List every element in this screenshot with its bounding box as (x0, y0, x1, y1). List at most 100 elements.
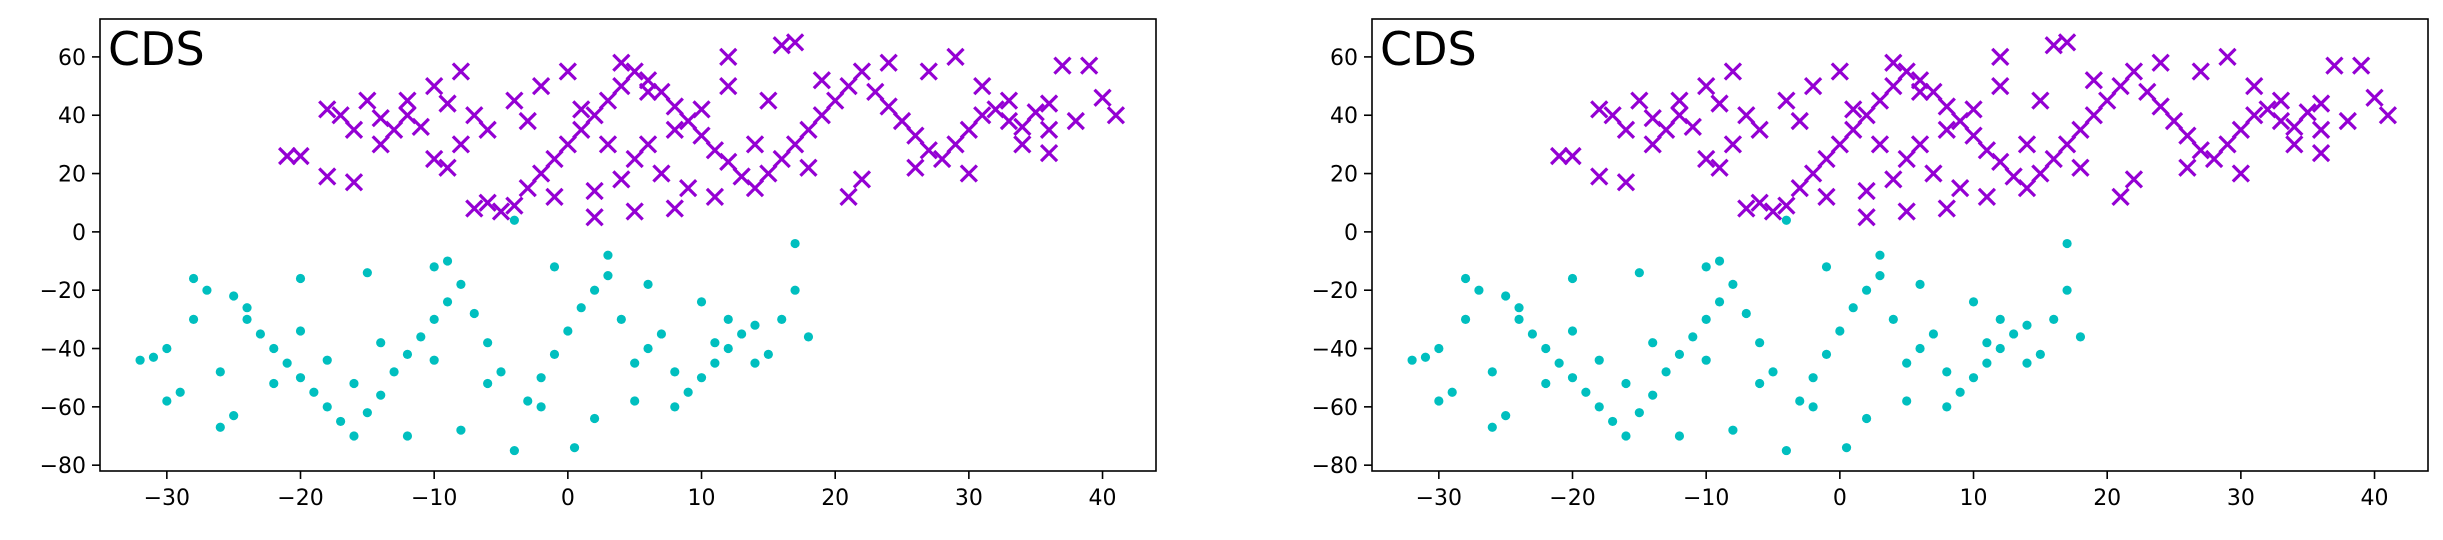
data-point-dot (1808, 373, 1818, 383)
data-point-x (638, 135, 658, 154)
data-point-dot (1621, 378, 1631, 389)
x-tick-label: 10 (688, 486, 716, 511)
data-point-x (2151, 53, 2170, 72)
data-point-x (1870, 91, 1890, 110)
data-point-x (1630, 91, 1649, 110)
data-point-x (572, 100, 591, 119)
data-point-dot (295, 373, 306, 383)
series-1 (1550, 33, 2398, 227)
data-point-dot (376, 390, 386, 400)
data-point-x (1737, 199, 1756, 218)
data-point-x (2218, 47, 2237, 67)
data-point-x (1039, 94, 1059, 113)
data-point-dot (1608, 416, 1618, 427)
data-point-x (1803, 76, 1823, 96)
data-point-x (2071, 158, 2090, 177)
data-point-dot (536, 402, 546, 412)
data-point-dot (710, 338, 720, 348)
data-point-dot (549, 262, 560, 272)
data-point-x (465, 199, 484, 218)
data-point-x (2378, 106, 2398, 125)
data-point-x (959, 164, 978, 183)
data-point-dot (269, 343, 279, 354)
data-point-x (785, 33, 805, 52)
data-point-dot (322, 402, 332, 412)
data-point-x (852, 170, 872, 189)
data-point-dot (496, 367, 506, 377)
y-tick-label: 0 (72, 221, 86, 246)
data-point-dot (442, 256, 453, 266)
data-point-dot (630, 358, 640, 368)
data-point-x (665, 97, 684, 116)
data-point-x (1937, 120, 1956, 139)
data-point-x (2231, 120, 2250, 139)
data-point-x (906, 126, 925, 145)
data-point-dot (777, 314, 787, 324)
data-point-dot (1875, 271, 1885, 281)
data-point-dot (803, 332, 814, 342)
data-point-x (2111, 76, 2130, 96)
data-point-x (598, 135, 618, 154)
data-point-dot (1407, 355, 1417, 365)
data-point-x (2124, 170, 2144, 189)
data-point-dot (1942, 402, 1952, 412)
data-point-x (1857, 181, 1876, 201)
panel-title: CDS (1380, 22, 1477, 76)
data-point-dot (1902, 396, 1912, 406)
data-point-dot (790, 238, 800, 249)
data-point-dot (1861, 413, 1872, 424)
data-point-x (2031, 164, 2050, 183)
data-point-dot (1701, 314, 1711, 324)
data-point-dot (389, 367, 399, 377)
y-tick-label: 20 (58, 163, 86, 188)
y-tick-label: −20 (40, 279, 86, 304)
data-point-x (1790, 111, 1809, 131)
data-point-x (1844, 100, 1863, 119)
data-point-x (585, 106, 604, 125)
data-point-x (852, 62, 872, 81)
data-point-dot (202, 285, 212, 295)
data-point-x (1884, 170, 1903, 189)
data-point-dot (1781, 445, 1791, 456)
data-point-dot (1634, 268, 1644, 278)
data-point-dot (1995, 314, 2005, 324)
data-point-x (1924, 82, 1943, 102)
data-point-x (999, 111, 1019, 131)
data-point-x (2124, 62, 2144, 81)
y-tick-label: −60 (1312, 396, 1358, 421)
data-point-x (2151, 97, 2170, 116)
data-point-dot (349, 431, 359, 441)
data-point-dot (616, 314, 626, 324)
data-point-x (2031, 91, 2050, 110)
data-point-x (2285, 117, 2304, 137)
data-point-x (2271, 91, 2291, 110)
data-point-dot (710, 358, 720, 368)
data-point-x (785, 135, 805, 154)
data-point-x (1013, 135, 1032, 154)
data-point-x (1964, 100, 1983, 119)
data-point-x (946, 47, 965, 67)
data-point-dot (1594, 355, 1604, 365)
data-point-dot (188, 273, 199, 284)
y-tick-label: −40 (1312, 338, 1358, 363)
data-point-x (318, 167, 337, 186)
data-point-x (719, 76, 738, 96)
data-point-dot (1728, 279, 1738, 289)
data-point-dot (1942, 367, 1952, 377)
data-point-x (2311, 144, 2331, 163)
data-point-x (1643, 135, 1662, 154)
data-point-dot (656, 329, 667, 339)
data-point-x (638, 82, 658, 102)
data-point-x (2071, 120, 2090, 139)
data-point-x (1777, 91, 1796, 110)
data-point-x (679, 179, 698, 198)
x-tick-label: 30 (2227, 486, 2255, 511)
data-point-x (1897, 62, 1916, 81)
data-point-x (2017, 135, 2037, 154)
data-point-x (2204, 149, 2224, 169)
data-point-dot (589, 413, 600, 424)
data-point-x (1590, 100, 1609, 119)
data-point-x (598, 91, 618, 110)
data-point-x (1616, 173, 1636, 192)
data-point-dot (1501, 291, 1511, 301)
